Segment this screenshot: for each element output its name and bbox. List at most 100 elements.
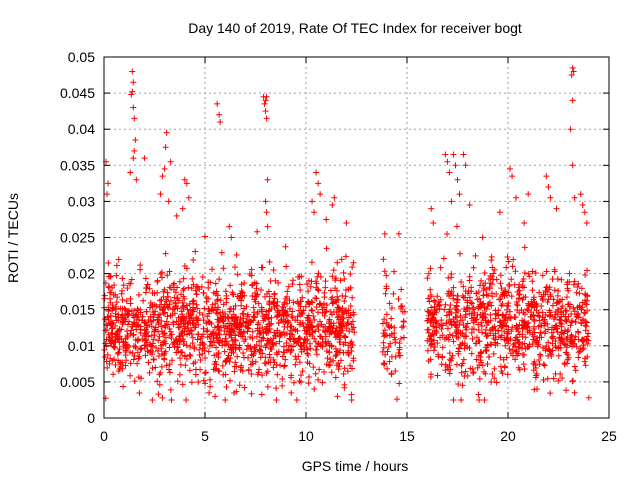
- data-point: [212, 358, 219, 365]
- data-point: [525, 300, 532, 307]
- data-point: [521, 365, 528, 372]
- data-point: [248, 266, 255, 273]
- data-point: [220, 301, 227, 308]
- data-point: [558, 276, 565, 283]
- data-point: [135, 374, 142, 381]
- data-point: [549, 276, 556, 283]
- data-point: [205, 348, 212, 355]
- data-point: [382, 331, 389, 338]
- data-point: [284, 319, 291, 326]
- data-point: [213, 310, 220, 317]
- data-point: [488, 379, 495, 386]
- data-point: [392, 353, 399, 360]
- data-point: [534, 385, 541, 392]
- data-point: [285, 283, 292, 290]
- data-point: [268, 346, 275, 353]
- data-point: [396, 352, 403, 359]
- data-point: [503, 354, 510, 361]
- data-point: [529, 278, 536, 285]
- data-point: [526, 273, 533, 280]
- data-point: [249, 335, 256, 342]
- data-point: [270, 356, 277, 363]
- data-point: [226, 223, 233, 230]
- data-point: [515, 350, 522, 357]
- data-point: [305, 299, 312, 306]
- data-point: [228, 234, 235, 241]
- data-point: [493, 311, 500, 318]
- data-point: [575, 336, 582, 343]
- data-point: [549, 340, 556, 347]
- data-point: [575, 349, 582, 356]
- data-point: [297, 379, 304, 386]
- data-point: [507, 315, 514, 322]
- data-point: [183, 265, 190, 272]
- data-point: [156, 381, 163, 388]
- data-point: [337, 339, 344, 346]
- data-point: [322, 329, 329, 336]
- data-point: [585, 330, 592, 337]
- data-point: [213, 344, 220, 351]
- data-point: [215, 304, 222, 311]
- data-point: [531, 329, 538, 336]
- data-point: [286, 297, 293, 304]
- data-point: [490, 350, 497, 357]
- data-point: [297, 319, 304, 326]
- data-point: [156, 297, 163, 304]
- data-point: [148, 318, 155, 325]
- data-point: [241, 384, 248, 391]
- data-point: [290, 299, 297, 306]
- data-point: [579, 317, 586, 324]
- data-point: [462, 368, 469, 375]
- data-point: [490, 332, 497, 339]
- data-point: [267, 277, 274, 284]
- data-point: [263, 115, 270, 122]
- data-point: [324, 355, 331, 362]
- y-tick-label: 0.005: [60, 374, 95, 390]
- data-point: [139, 313, 146, 320]
- data-point: [128, 327, 135, 334]
- data-point: [211, 352, 218, 359]
- data-point: [167, 328, 174, 335]
- data-point: [473, 334, 480, 341]
- data-point: [547, 194, 554, 201]
- data-point: [118, 326, 125, 333]
- data-point: [338, 311, 345, 318]
- data-point: [348, 347, 355, 354]
- data-point: [305, 288, 312, 295]
- data-point: [177, 355, 184, 362]
- data-point: [542, 311, 549, 318]
- data-point: [504, 303, 511, 310]
- data-point: [470, 264, 477, 271]
- data-point: [336, 347, 343, 354]
- data-point: [223, 383, 230, 390]
- data-point: [225, 352, 232, 359]
- data-point: [117, 359, 124, 366]
- data-point: [575, 314, 582, 321]
- data-point: [401, 308, 408, 315]
- data-point: [569, 162, 576, 169]
- data-point: [171, 294, 178, 301]
- data-point: [160, 341, 167, 348]
- data-point: [469, 306, 476, 313]
- data-point: [201, 370, 208, 377]
- data-point: [234, 353, 241, 360]
- data-point: [110, 371, 117, 378]
- data-point: [461, 345, 468, 352]
- data-point: [165, 198, 172, 205]
- data-point: [548, 352, 555, 359]
- data-point: [113, 331, 120, 338]
- data-point: [214, 100, 221, 107]
- data-point: [145, 359, 152, 366]
- data-point: [479, 329, 486, 336]
- data-point: [315, 270, 322, 277]
- data-point: [238, 293, 245, 300]
- data-point: [328, 311, 335, 318]
- data-point: [487, 280, 494, 287]
- data-point: [197, 357, 204, 364]
- data-point: [395, 230, 402, 237]
- data-point: [168, 335, 175, 342]
- data-point: [106, 283, 113, 290]
- data-point: [485, 301, 492, 308]
- data-point: [228, 332, 235, 339]
- data-point: [306, 318, 313, 325]
